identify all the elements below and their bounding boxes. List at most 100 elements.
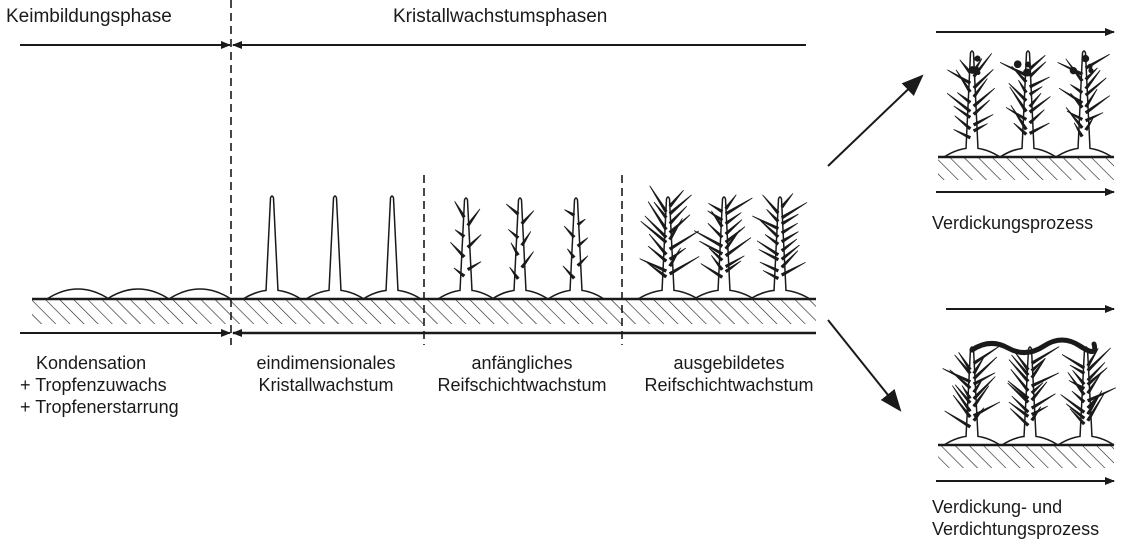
- crystal-branch: [1086, 347, 1111, 372]
- frozen-droplet: [637, 289, 699, 300]
- crystal-branch: [758, 249, 780, 262]
- crystal-branch: [947, 69, 972, 85]
- crystal-branch: [563, 225, 576, 239]
- crystal-branch: [954, 115, 972, 130]
- frozen-droplet: [1001, 435, 1059, 446]
- crystal-branch: [724, 194, 737, 210]
- crystal-branch: [668, 189, 684, 208]
- frost-knot: [1023, 68, 1032, 77]
- crystal-branch: [780, 231, 799, 244]
- crystal-branch: [699, 240, 724, 256]
- crystal-branch: [1065, 403, 1086, 420]
- frozen-droplet: [749, 289, 811, 300]
- frozen-droplet: [242, 289, 302, 300]
- crystal-branch: [972, 372, 996, 386]
- stage-2-line-1: eindimensionales: [256, 353, 396, 373]
- crystal-branch: [1085, 112, 1104, 123]
- frost-knot: [1087, 63, 1093, 69]
- crystal-branch: [972, 376, 996, 400]
- crystal-branch: [564, 209, 576, 217]
- crystal-branch: [1072, 370, 1086, 386]
- crystal-branch: [752, 215, 779, 231]
- crystal-branch: [509, 267, 520, 280]
- frost-knot: [1069, 67, 1078, 75]
- crystal-branch: [724, 212, 742, 225]
- stage-3-line-1: anfängliches: [471, 353, 573, 373]
- densification-line-1: Verdickung- und: [932, 497, 1063, 517]
- crystal-branch: [1011, 354, 1030, 377]
- crystal-branch: [957, 92, 972, 104]
- frozen-droplet: [106, 288, 170, 300]
- densification-substrate-hatch: [938, 446, 1114, 468]
- densification-panel: [936, 305, 1115, 485]
- ice-crystal: [1021, 50, 1035, 150]
- crystal-branch: [708, 203, 724, 214]
- crystal-branch: [724, 197, 753, 216]
- crystal-branch: [972, 123, 988, 133]
- crystal-branch: [1066, 110, 1084, 121]
- crystal-branch: [1069, 408, 1086, 426]
- crystal-branch: [1008, 359, 1030, 383]
- crystal-branch: [567, 248, 576, 259]
- crystal-branch: [1070, 84, 1084, 94]
- crystal-branch: [668, 247, 687, 261]
- crystal-branch: [972, 378, 984, 394]
- crystal-branch: [1084, 88, 1098, 108]
- crystal-branch: [649, 185, 668, 213]
- ice-crystal: [328, 195, 342, 292]
- crystal-branch: [944, 410, 972, 429]
- crystal-branch: [972, 356, 985, 375]
- crystal-branch: [762, 270, 780, 280]
- densification-line-2: Verdichtungsprozess: [932, 519, 1100, 539]
- stage-label-initial-frost: anfängliches Reifschichtwachstum: [422, 352, 622, 396]
- crystal-branch: [780, 262, 806, 277]
- frozen-droplet: [693, 289, 755, 300]
- crystal-branch: [724, 255, 745, 268]
- crystal-branch: [454, 201, 466, 218]
- crystal-branch: [1060, 394, 1086, 414]
- crystal-branch: [972, 78, 988, 98]
- stage-label-developed-frost: ausgebildetes Reifschichtwachstum: [626, 352, 832, 396]
- stage-2-line-2: Kristallwachstum: [258, 375, 394, 395]
- frozen-droplet: [305, 289, 365, 300]
- crystal-branch: [707, 210, 724, 222]
- frost-knot: [975, 70, 981, 76]
- frozen-droplet: [491, 289, 549, 300]
- crystal-branch: [1013, 122, 1028, 136]
- crystal-branch: [758, 218, 780, 239]
- frozen-droplet: [168, 288, 232, 300]
- crystal-branch: [780, 213, 799, 226]
- crystal-branch: [972, 114, 994, 127]
- crystal-branch: [454, 229, 466, 238]
- stage-1-line-2: + Tropfenzuwachs: [20, 375, 167, 395]
- crystal-branch: [780, 193, 794, 209]
- crystal-branch: [1030, 381, 1048, 402]
- crystal-branch: [1030, 358, 1046, 372]
- crystal-branch: [693, 230, 724, 248]
- crystal-branch: [972, 401, 1001, 418]
- crystal-branch: [1030, 346, 1060, 365]
- frozen-droplet: [1055, 147, 1113, 158]
- crystal-branch: [520, 251, 534, 269]
- crystal-branch: [1009, 86, 1028, 113]
- frozen-droplet: [943, 435, 1001, 446]
- crystal-branch: [562, 265, 576, 280]
- frozen-droplet: [362, 289, 422, 300]
- crystal-branch: [668, 205, 687, 225]
- crystal-branch: [766, 209, 780, 223]
- growth-phases-label: Kristallwachstumsphasen: [393, 6, 608, 27]
- crystal-branch: [647, 262, 668, 279]
- crystal-branch: [576, 255, 589, 267]
- ice-crystal: [265, 195, 279, 292]
- crystal-branch: [1058, 87, 1084, 105]
- crystal-branch: [1010, 369, 1030, 392]
- crystal-branch: [1029, 76, 1050, 89]
- crystal-branch: [1030, 382, 1044, 395]
- crystal-branch: [1028, 55, 1046, 71]
- crystal-branch: [1071, 390, 1086, 404]
- crystal-branch: [762, 194, 780, 215]
- crystal-branch: [644, 215, 668, 239]
- crystal-branch: [1028, 109, 1045, 125]
- crystal-branch: [972, 356, 998, 380]
